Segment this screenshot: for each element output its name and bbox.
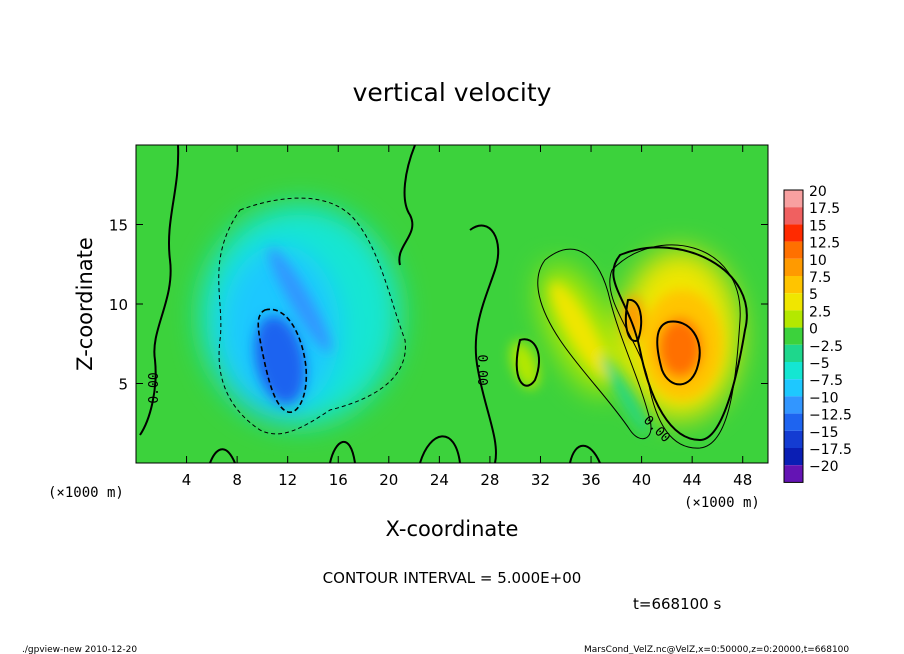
x-tick-label: 16 [329, 471, 348, 489]
colorbar-swatch [784, 224, 803, 242]
colorbar-label: 7.5 [809, 270, 831, 286]
colorbar-swatch [784, 430, 803, 448]
x-tick-label: 28 [480, 471, 499, 489]
x-tick-label: 48 [733, 471, 752, 489]
time-stamp: t=668100 s [633, 595, 721, 613]
colorbar-label: −17.5 [809, 442, 852, 458]
x-tick-label: 24 [430, 471, 449, 489]
colorbar-label: 10 [809, 253, 827, 269]
updraft-east-core [658, 318, 702, 378]
x-unit-right: (×1000 m) [684, 495, 760, 511]
negative-contours [218, 197, 406, 435]
contour-interval: CONTOUR INTERVAL = 5.000E+00 [323, 569, 582, 587]
colorbar-label: −20 [809, 459, 839, 475]
colorbar-label: 17.5 [809, 201, 840, 217]
colorbar-swatch [784, 344, 803, 362]
colorbar-swatch [784, 465, 803, 483]
x-axis-ticks: 4 8 12 16 20 24 28 32 36 40 44 48 [182, 145, 752, 489]
colorbar-label: 20 [809, 184, 827, 200]
colorbar-label: 12.5 [809, 236, 840, 252]
colorbar-label: −2.5 [809, 339, 843, 355]
colorbar-label: −7.5 [809, 373, 843, 389]
plot-area: 0.00 0.00 0.00 [136, 145, 768, 463]
contour-label-left: 0.00 [147, 372, 162, 403]
negative-contours-strong [257, 308, 308, 413]
y-tick-label: 5 [118, 376, 128, 394]
y-tick-label: 15 [109, 217, 128, 235]
x-axis-label: X-coordinate [386, 517, 519, 541]
footer-right: MarsCond_VelZ.nc@VelZ,x=0:50000,z=0:2000… [584, 645, 849, 654]
downdraft-streak [268, 247, 332, 353]
x-tick-label: 36 [581, 471, 600, 489]
colorbar-label: −15 [809, 425, 839, 441]
colorbar-swatch [784, 293, 803, 311]
negative-band [601, 355, 649, 435]
y-axis-label: Z-coordinate [73, 237, 97, 371]
downdraft-core [254, 315, 306, 405]
x-tick-label: 20 [379, 471, 398, 489]
contour-label-mid: 0.00 [474, 354, 489, 385]
x-tick-label: 8 [232, 471, 242, 489]
colorbar-swatch [784, 276, 803, 294]
colorbar-label: −5 [809, 356, 830, 372]
colorbar-label: −12.5 [809, 408, 852, 424]
colorbar-swatch [784, 362, 803, 380]
colorbar-swatch [784, 258, 803, 276]
colorbar-label: −10 [809, 390, 839, 406]
colorbar-label: 0 [809, 322, 818, 338]
colorbar-swatch [784, 413, 803, 431]
zero-contours [139, 145, 748, 463]
colorbar-swatch [784, 327, 803, 345]
y-tick-label: 10 [109, 296, 128, 314]
positive-contours [537, 244, 741, 449]
colorbar-label: 15 [809, 218, 827, 234]
colorbar-swatch [784, 396, 803, 414]
colorbar-swatch [784, 310, 803, 328]
x-tick-label: 12 [278, 471, 297, 489]
colorbar-swatch [784, 241, 803, 259]
colorbar-swatch [784, 207, 803, 225]
x-unit-left: (×1000 m) [48, 485, 124, 501]
x-tick-label: 40 [632, 471, 651, 489]
colorbar-label: 5 [809, 287, 818, 303]
colorbar-frame [783, 189, 804, 483]
x-tick-label: 32 [531, 471, 550, 489]
footer-left: ./gpview-new 2010-12-20 [22, 645, 137, 654]
colorbar-swatch [784, 448, 803, 466]
y-axis-ticks: 5 10 15 [109, 217, 768, 394]
colorbar-swatch [784, 190, 803, 208]
updraft-mid-streak [550, 281, 610, 379]
colorbar-swatch [784, 379, 803, 397]
chart-title: vertical velocity [353, 78, 552, 107]
x-tick-label: 4 [182, 471, 192, 489]
x-tick-label: 44 [683, 471, 702, 489]
colorbar-label: 2.5 [809, 304, 831, 320]
